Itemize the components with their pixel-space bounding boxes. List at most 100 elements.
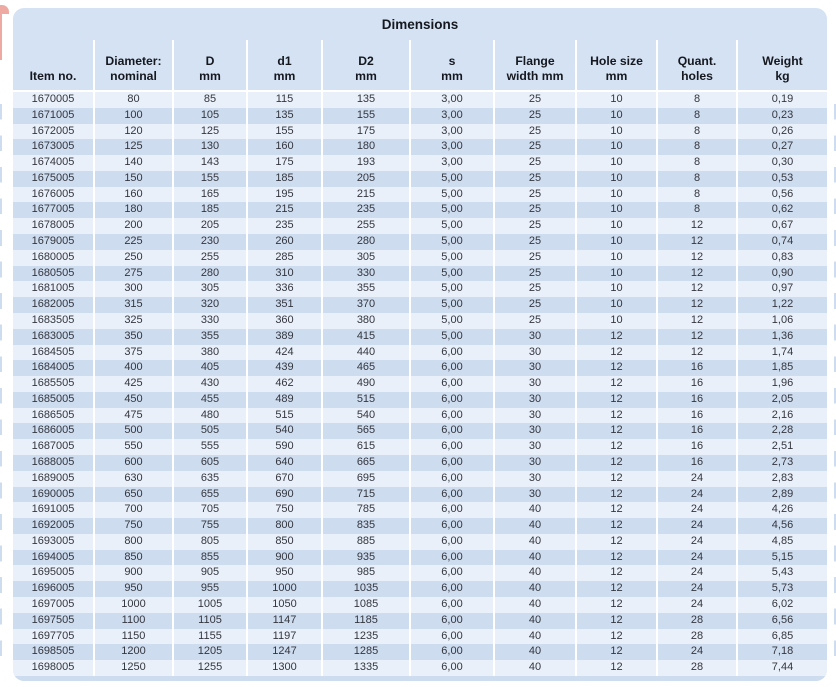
cell-d2-mm: 440 (321, 344, 410, 361)
cell-flange-width-mm: 30 (493, 328, 576, 345)
cell-flange-width-mm: 25 (493, 91, 576, 108)
cell-d1-mm: 800 (246, 518, 322, 534)
cell-s-mm: 5,00 (409, 297, 494, 313)
column-header-hole-size-mm: Hole size mm (575, 40, 657, 92)
cell-d1-mm: 115 (246, 91, 322, 108)
cell-hole-size-mm: 10 (575, 234, 657, 250)
cell-item-no: 1673005 (31, 140, 75, 153)
cell-s-mm: 6,00 (409, 533, 494, 550)
cell-d2-mm: 1035 (321, 581, 410, 597)
cell-quant-holes: 12 (656, 249, 737, 266)
cell-d2-mm: 135 (321, 91, 410, 108)
table-row: 1671005 100 105 135 155 3,00 25 10 8 0,23 (13, 107, 827, 124)
cell-d-mm: 1105 (172, 612, 247, 629)
cell-d2-mm: 515 (321, 391, 410, 408)
cell-item-no: 1697705 (31, 629, 75, 642)
cell-quant-holes: 12 (656, 281, 737, 298)
table-row: 1697505 1100 1105 1147 1185 6,00 40 12 28 6,56 (13, 612, 827, 629)
cell-quant-holes: 24 (656, 644, 737, 661)
table-body: 1670005 80 85 115 135 3,00 25 10 8 0,19 1671005 100… (13, 91, 827, 676)
cell-flange-width-mm: 25 (493, 249, 576, 266)
cell-quant-holes: 8 (656, 186, 737, 203)
cell-s-mm: 6,00 (409, 344, 494, 361)
cell-d1-mm: 285 (246, 249, 322, 266)
column-header-d1-mm: d1 mm (246, 40, 322, 92)
cell-quant-holes: 12 (656, 344, 737, 361)
cell-d2-mm: 193 (321, 155, 410, 171)
cell-diameter-nominal: 375 (93, 344, 173, 361)
cell-d1-mm: 640 (246, 454, 322, 471)
cell-item-no: 1683505 (31, 313, 75, 326)
table-row: 1676005 160 165 195 215 5,00 25 10 8 0,56 (13, 186, 827, 203)
cell-hole-size-mm: 10 (575, 202, 657, 219)
cell-s-mm: 5,00 (409, 170, 494, 187)
cell-weight-kg: 0,23 (736, 107, 827, 124)
cell-d-mm: 1155 (172, 628, 247, 645)
cell-weight-kg: 2,28 (736, 423, 827, 440)
cell-weight-kg: 0,27 (736, 139, 827, 156)
cell-d2-mm: 280 (321, 234, 410, 250)
cell-d1-mm: 310 (246, 265, 322, 282)
cell-hole-size-mm: 12 (575, 533, 657, 550)
cell-d-mm: 480 (172, 407, 247, 424)
cell-item-no: 1672005 (31, 124, 75, 137)
cell-d1-mm: 336 (246, 281, 322, 298)
cell-s-mm: 5,00 (409, 234, 494, 250)
cell-d2-mm: 415 (321, 328, 410, 345)
cell-flange-width-mm: 30 (493, 486, 576, 503)
cell-diameter-nominal: 475 (93, 407, 173, 424)
cell-s-mm: 6,00 (409, 612, 494, 629)
cell-s-mm: 5,00 (409, 202, 494, 219)
cell-hole-size-mm: 12 (575, 423, 657, 440)
cell-d2-mm: 235 (321, 202, 410, 219)
right-edge-stripe-artifact (834, 88, 836, 672)
cell-d1-mm: 1147 (246, 612, 322, 629)
cell-s-mm: 5,00 (409, 328, 494, 345)
cell-d2-mm: 985 (321, 565, 410, 582)
cell-hole-size-mm: 12 (575, 628, 657, 645)
cell-weight-kg: 5,43 (736, 565, 827, 582)
cell-quant-holes: 16 (656, 360, 737, 377)
cell-item-no: 1678005 (31, 219, 75, 232)
cell-hole-size-mm: 12 (575, 439, 657, 455)
cell-quant-holes: 24 (656, 581, 737, 597)
cell-diameter-nominal: 800 (93, 533, 173, 550)
table-row: 1672005 120 125 155 175 3,00 25 10 8 0,26 (13, 123, 827, 140)
cell-item-no: 1686005 (31, 424, 75, 437)
cell-diameter-nominal: 180 (93, 202, 173, 219)
cell-d2-mm: 1235 (321, 628, 410, 645)
cell-weight-kg: 4,26 (736, 502, 827, 519)
table-row: 1693005 800 805 850 885 6,00 40 12 24 4,85 (13, 533, 827, 550)
cell-item-no: 1698005 (31, 661, 75, 674)
cell-hole-size-mm: 12 (575, 612, 657, 629)
cell-item-no: 1697005 (31, 598, 75, 610)
cell-d1-mm: 489 (246, 391, 322, 408)
cell-item-no: 1691005 (31, 503, 75, 516)
cell-quant-holes: 24 (656, 486, 737, 503)
cell-d-mm: 1205 (172, 644, 247, 661)
cell-s-mm: 3,00 (409, 155, 494, 171)
cell-diameter-nominal: 140 (93, 155, 173, 171)
cell-item-no: 1680005 (31, 250, 75, 263)
cell-diameter-nominal: 450 (93, 391, 173, 408)
cell-d-mm: 905 (172, 565, 247, 582)
cell-d2-mm: 465 (321, 360, 410, 377)
cell-d1-mm: 439 (246, 360, 322, 377)
cell-weight-kg: 0,30 (736, 155, 827, 171)
table-row: 1687005 550 555 590 615 6,00 30 12 16 2,51 (13, 439, 827, 455)
cell-d-mm: 130 (172, 139, 247, 156)
table-row: 1695005 900 905 950 985 6,00 40 12 24 5,43 (13, 565, 827, 582)
column-header-flange-width-mm: Flange width mm (493, 40, 576, 92)
cell-flange-width-mm: 25 (493, 123, 576, 140)
cell-d1-mm: 1300 (246, 660, 322, 676)
cell-d-mm: 255 (172, 249, 247, 266)
cell-d2-mm: 205 (321, 170, 410, 187)
cell-quant-holes: 16 (656, 391, 737, 408)
cell-weight-kg: 4,85 (736, 533, 827, 550)
cell-item-no: 1675005 (31, 171, 75, 184)
cell-quant-holes: 8 (656, 170, 737, 187)
cell-d1-mm: 1247 (246, 644, 322, 661)
cell-flange-width-mm: 25 (493, 170, 576, 187)
cell-item-no: 1696005 (31, 582, 75, 595)
